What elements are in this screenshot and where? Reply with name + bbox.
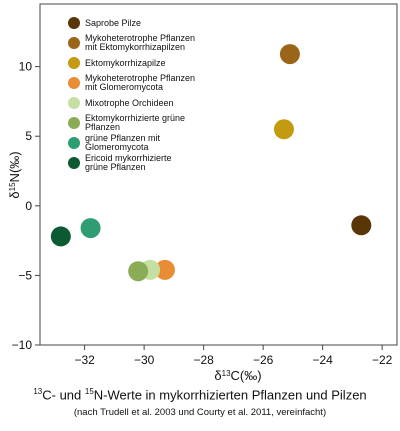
legend-label-line: mit Glomeromycota xyxy=(85,82,163,92)
data-point xyxy=(279,44,300,65)
caption-title-part1: C- und xyxy=(42,387,85,403)
scatter-chart: −32 −30 −28 −26 −24 −22 −10 −5 0 5 10 Saprobe Pil… xyxy=(7,3,398,383)
y-tick-label: 10 xyxy=(19,60,33,74)
x-axis-label: δ13C(‰) xyxy=(214,368,261,383)
legend-label-line: Ektomykorrhizierte grüne xyxy=(85,113,185,123)
legend-label: Mixotrophe Orchideen xyxy=(85,98,174,108)
legend-label: Mykoheterotrophe Pflanzen mit Glomeromyco… xyxy=(85,73,195,92)
caption-subtitle: (nach Trudell et al. 2003 und Courty et … xyxy=(73,407,327,419)
caption-title-sup2: 15 xyxy=(84,387,94,396)
legend-label-line: Ektomykorrhizapilze xyxy=(85,58,166,68)
y-axis-ticks: −10 −5 0 5 10 xyxy=(12,60,40,352)
legend-marker xyxy=(68,77,80,89)
y-axis-label-prefix: δ xyxy=(7,191,22,198)
legend-label: Ericoid mykorrhizierte grüne Pflanzen xyxy=(85,153,172,172)
x-axis-label-main: C(‰) xyxy=(231,368,262,383)
legend-item: Mykoheterotrophe Pflanzen mit Ektomykorrh… xyxy=(68,33,195,52)
x-tick-label: −22 xyxy=(372,353,393,367)
x-tick-label: −26 xyxy=(253,353,274,367)
legend-label: Saprobe Pilze xyxy=(85,18,141,28)
chart-caption: 13C- und 15N-Werte in mykorrhizierten Pf… xyxy=(0,384,400,420)
legend-label-line: Mykoheterotrophe Pflanzen xyxy=(85,33,195,43)
legend-marker xyxy=(68,17,80,29)
y-tick-label: −10 xyxy=(12,338,33,352)
x-axis-ticks: −32 −30 −28 −26 −24 −22 xyxy=(74,345,393,367)
legend-label: Ektomykorrhizierte grüne Pflanzen xyxy=(85,113,185,132)
legend-item: Mixotrophe Orchideen xyxy=(68,97,174,109)
data-point xyxy=(273,119,294,140)
data-point xyxy=(154,259,175,280)
data-point xyxy=(50,226,71,247)
y-axis-label-sup: 15 xyxy=(8,182,17,191)
y-axis-label-main: N(‰) xyxy=(7,151,22,182)
legend-marker xyxy=(68,97,80,109)
x-tick-label: −28 xyxy=(193,353,214,367)
legend-marker xyxy=(68,157,80,169)
legend-item: Ericoid mykorrhizierte grüne Pflanzen xyxy=(68,153,172,172)
plot-frame xyxy=(39,3,398,346)
y-tick-label: −5 xyxy=(18,268,32,282)
legend-label: Ektomykorrhizapilze xyxy=(85,58,166,68)
data-point xyxy=(351,215,372,236)
caption-title-part2: N-Werte in mykorrhizierten Pflanzen und … xyxy=(93,387,367,403)
y-tick-label: 5 xyxy=(25,129,32,143)
caption-title: 13C- und 15N-Werte in mykorrhizierten Pf… xyxy=(0,384,400,403)
legend-marker xyxy=(68,137,80,149)
x-tick-label: −24 xyxy=(312,353,333,367)
data-point xyxy=(80,218,101,239)
data-point xyxy=(128,261,149,282)
data-points xyxy=(50,44,372,282)
legend-item: grüne Pflanzen mit Glomeromycota xyxy=(68,133,161,152)
x-tick-label: −30 xyxy=(134,353,155,367)
y-tick-label: 0 xyxy=(25,199,32,213)
legend-label-line: Glomeromycota xyxy=(85,142,149,152)
x-axis-label-prefix: δ xyxy=(214,368,221,383)
x-tick-label: −32 xyxy=(74,353,95,367)
legend-label-line: grüne Pflanzen xyxy=(85,162,146,172)
legend-marker xyxy=(68,117,80,129)
legend-label-line: Pflanzen xyxy=(85,122,120,132)
legend-item: Ektomykorrhizierte grüne Pflanzen xyxy=(68,113,185,132)
legend-marker xyxy=(68,37,80,49)
x-axis-label-sup: 13 xyxy=(222,369,231,378)
legend-label: Mykoheterotrophe Pflanzen mit Ektomykorrh… xyxy=(85,33,195,52)
y-axis-label: δ15N(‰) xyxy=(7,151,22,198)
legend-label-line: Saprobe Pilze xyxy=(85,18,141,28)
legend-label-line: mit Ektomykorrhizapilzen xyxy=(85,42,185,52)
legend-item: Ektomykorrhizapilze xyxy=(68,57,166,69)
caption-title-sup1: 13 xyxy=(33,387,43,396)
legend-label-line: grüne Pflanzen mit xyxy=(85,133,161,143)
legend-label-line: Ericoid mykorrhizierte xyxy=(85,153,172,163)
legend-marker xyxy=(68,57,80,69)
legend-label: grüne Pflanzen mit Glomeromycota xyxy=(85,133,161,152)
legend-item: Mykoheterotrophe Pflanzen mit Glomeromyco… xyxy=(68,73,195,92)
legend-label-line: Mykoheterotrophe Pflanzen xyxy=(85,73,195,83)
legend-label-line: Mixotrophe Orchideen xyxy=(85,98,174,108)
legend-item: Saprobe Pilze xyxy=(68,17,141,29)
